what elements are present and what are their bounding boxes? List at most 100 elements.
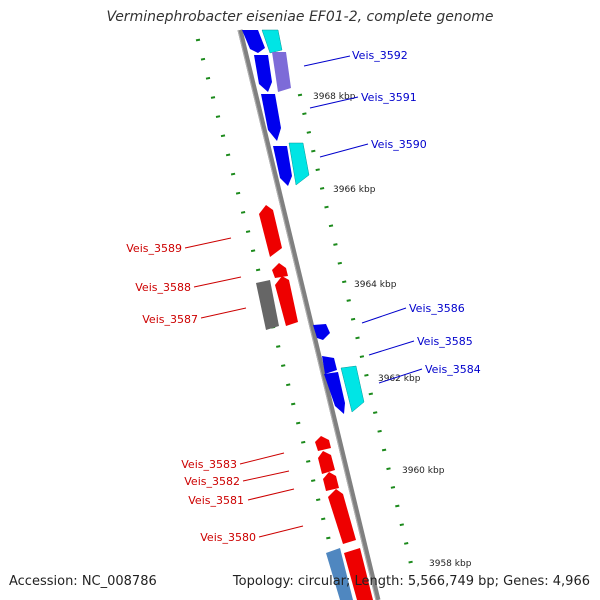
gene-label[interactable]: Veis_3590 <box>371 138 427 151</box>
gene-arrow[interactable] <box>288 142 310 186</box>
reverse-label-lines <box>184 237 304 538</box>
gene-arrow[interactable] <box>322 356 337 374</box>
tick-mark <box>326 536 331 540</box>
gene-arrow[interactable] <box>272 263 288 278</box>
gene-label[interactable]: Veis_3588 <box>135 281 191 294</box>
gene-label[interactable]: Veis_3591 <box>361 91 417 104</box>
tick-mark <box>386 467 391 471</box>
gene-arrow[interactable] <box>318 451 335 474</box>
gene-arrow[interactable] <box>344 548 373 600</box>
tick-mark <box>215 115 221 118</box>
gene-arrow[interactable] <box>275 276 298 326</box>
tick-mark <box>195 38 201 42</box>
tick-mark <box>381 448 387 452</box>
forward-labels: Veis_3592 Veis_3591 Veis_3590 Veis_3586 … <box>352 49 481 376</box>
tick-mark <box>225 153 231 157</box>
tick-mark <box>328 224 334 228</box>
tick-mark <box>301 440 306 444</box>
tick-mark <box>291 402 296 406</box>
gene-arrow[interactable] <box>259 205 282 257</box>
scale-labels: 3968 kbp 3966 kbp 3964 kbp 3962 kbp 3960… <box>313 92 472 569</box>
tick-mark <box>319 187 325 190</box>
tick-mark <box>315 168 320 172</box>
gene-arrow[interactable] <box>323 472 339 491</box>
tick-mark <box>342 280 347 284</box>
tick-mark <box>235 191 241 195</box>
tick-mark <box>311 149 316 153</box>
tick-mark <box>297 93 303 97</box>
tick-mark <box>230 172 236 176</box>
reverse-features <box>256 205 373 600</box>
tick-mark <box>355 336 360 340</box>
outer-tick-row <box>297 93 413 564</box>
tick-mark <box>250 249 256 253</box>
tick-mark <box>200 57 206 61</box>
tick-mark <box>281 364 286 367</box>
gene-arrow[interactable] <box>313 324 330 340</box>
tick-mark <box>220 134 226 138</box>
tick-mark <box>359 355 365 358</box>
tick-mark <box>306 131 311 134</box>
tick-mark <box>302 112 307 116</box>
tick-mark <box>324 205 329 209</box>
gene-label[interactable]: Veis_3581 <box>188 494 244 507</box>
forward-features <box>242 29 365 414</box>
tick-mark <box>404 542 409 545</box>
tick-mark <box>321 517 326 521</box>
gene-label[interactable]: Veis_3587 <box>142 313 198 326</box>
tick-mark <box>364 373 369 377</box>
tick-mark <box>255 268 261 272</box>
reverse-labels: Veis_3589 Veis_3588 Veis_3587 Veis_3583 … <box>126 242 256 544</box>
gene-label[interactable]: Veis_3580 <box>200 531 256 544</box>
tick-mark <box>337 261 342 265</box>
tick-mark <box>395 504 400 508</box>
tick-mark <box>240 211 246 214</box>
scale-label: 3960 kbp <box>402 466 445 476</box>
genome-backbone <box>237 29 381 600</box>
genome-backbone-highlight <box>237 29 377 600</box>
genome-summary-text: Topology: circular; Length: 5,566,749 bp… <box>232 574 590 589</box>
tick-mark <box>311 479 316 482</box>
tick-mark <box>276 345 281 348</box>
map-title: Verminephrobacter eiseniae EF01-2, compl… <box>106 9 494 25</box>
tick-mark <box>306 460 311 463</box>
scale-label: 3968 kbp <box>313 92 356 102</box>
scale-label: 3966 kbp <box>333 185 376 195</box>
tick-mark <box>316 498 321 502</box>
tick-mark <box>350 317 356 321</box>
gene-arrow[interactable] <box>242 30 265 53</box>
gene-label[interactable]: Veis_3586 <box>409 302 465 315</box>
gene-arrow[interactable] <box>328 489 356 544</box>
tick-mark <box>346 299 351 302</box>
tick-mark <box>377 429 382 433</box>
accession-text: Accession: NC_008786 <box>9 574 157 589</box>
tick-mark <box>296 421 301 425</box>
scale-label: 3962 kbp <box>378 374 421 384</box>
forward-label-lines <box>303 55 423 384</box>
gene-arrow[interactable] <box>261 94 281 141</box>
gene-arrow[interactable] <box>315 436 331 451</box>
gene-arrow[interactable] <box>256 280 279 330</box>
gene-arrow[interactable] <box>261 29 283 54</box>
tick-mark <box>373 411 378 414</box>
tick-mark <box>210 96 216 99</box>
gene-label[interactable]: Veis_3592 <box>352 49 408 62</box>
gene-arrow[interactable] <box>272 52 291 92</box>
tick-mark <box>205 76 211 80</box>
scale-label: 3958 kbp <box>429 559 472 569</box>
gene-label[interactable]: Veis_3589 <box>126 242 182 255</box>
gene-label[interactable]: Veis_3585 <box>417 335 473 348</box>
tick-mark <box>368 392 373 396</box>
gene-arrow[interactable] <box>254 55 272 92</box>
gene-arrow[interactable] <box>324 372 345 414</box>
tick-mark <box>390 486 396 489</box>
tick-mark <box>286 383 291 387</box>
gene-label[interactable]: Veis_3582 <box>184 475 240 488</box>
gene-label[interactable]: Veis_3583 <box>181 458 237 471</box>
tick-mark <box>408 560 413 564</box>
gene-arrow[interactable] <box>273 146 292 186</box>
gene-arrow[interactable] <box>326 548 353 600</box>
gene-label[interactable]: Veis_3584 <box>425 363 481 376</box>
gene-arrow[interactable] <box>340 365 365 413</box>
